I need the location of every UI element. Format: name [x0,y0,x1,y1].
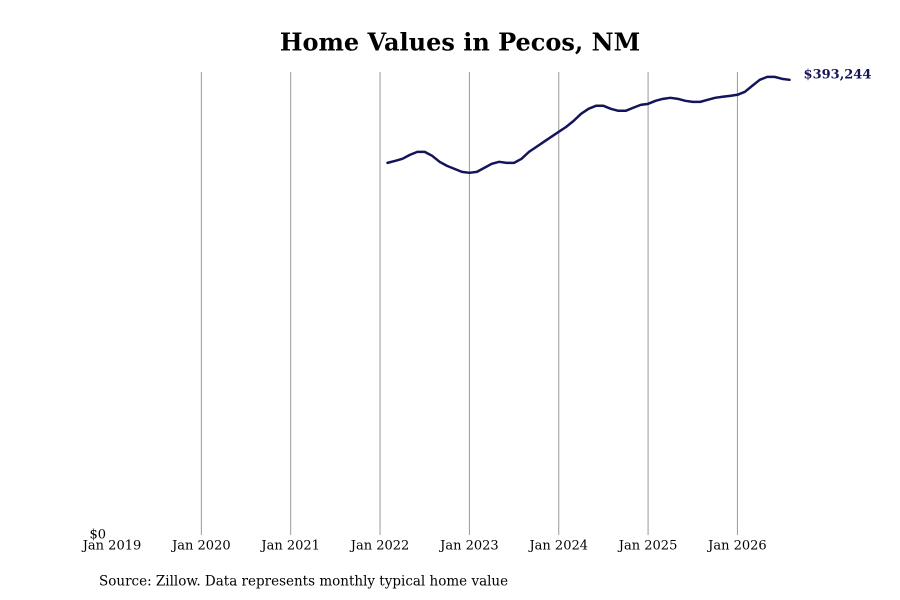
end-value-label: $393,244 [804,67,872,82]
x-tick-label: Jan 2026 [706,539,767,554]
x-tick-label: Jan 2020 [170,539,231,554]
x-tick-label: Jan 2019 [81,539,142,554]
source-note: Source: Zillow. Data represents monthly … [99,574,508,590]
line-series [386,75,791,175]
x-tick-label: Jan 2022 [349,539,410,554]
y-tick-label: $0 [89,528,106,543]
chart-title: Home Values in Pecos, NM [280,28,640,57]
x-tick-label: Jan 2024 [527,539,588,554]
x-tick-label: Jan 2025 [617,539,678,554]
x-tick-label: Jan 2021 [259,539,320,554]
x-tick-label: Jan 2023 [438,539,499,554]
